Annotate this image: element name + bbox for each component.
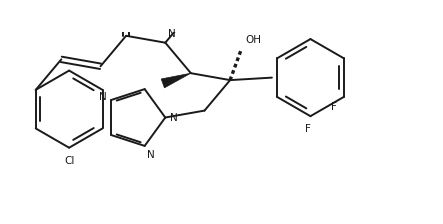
- Text: F: F: [330, 102, 336, 112]
- Text: N: N: [168, 29, 176, 39]
- Text: N: N: [98, 93, 106, 102]
- Polygon shape: [161, 73, 191, 88]
- Text: N: N: [147, 150, 155, 160]
- Text: Cl: Cl: [64, 156, 74, 166]
- Text: OH: OH: [245, 34, 261, 45]
- Text: F: F: [305, 124, 311, 134]
- Text: N: N: [170, 112, 178, 123]
